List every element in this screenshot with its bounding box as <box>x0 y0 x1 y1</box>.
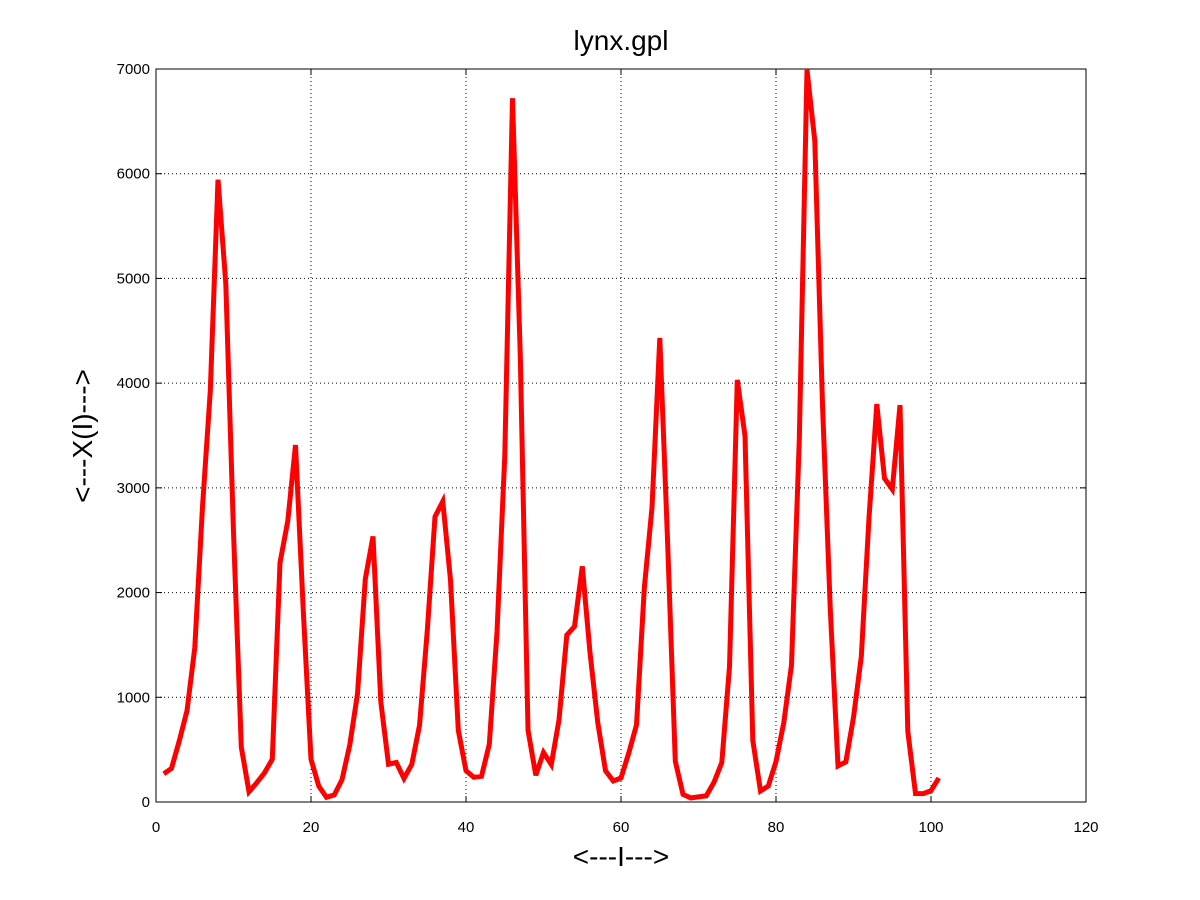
y-tick-label: 7000 <box>117 61 150 78</box>
x-tick-label: 80 <box>768 819 785 836</box>
y-tick-label: 2000 <box>117 585 150 602</box>
y-tick-label: 4000 <box>117 375 150 392</box>
x-tick-label: 40 <box>458 819 475 836</box>
x-tick-label: 0 <box>152 819 160 836</box>
tick-layer: 0 20 40 60 80 100 120 0 1000 2000 3000 4000 5000 6000… <box>117 61 1099 836</box>
y-tick-label: 6000 <box>117 166 150 183</box>
chart-title: lynx.gpl <box>574 25 669 56</box>
series-line <box>162 69 941 801</box>
y-tick-label: 3000 <box>117 480 150 497</box>
x-tick-label: 20 <box>303 819 320 836</box>
series-layer <box>162 69 941 801</box>
y-tick-label: 0 <box>142 794 150 811</box>
grid-layer <box>156 69 1086 802</box>
x-axis-label: <---I---> <box>573 841 669 872</box>
y-tick-label: 1000 <box>117 689 150 706</box>
x-tick-label: 100 <box>918 819 943 836</box>
x-tick-label: 60 <box>613 819 630 836</box>
y-axis-label: <---X(I)---> <box>67 369 98 503</box>
y-tick-label: 5000 <box>117 270 150 287</box>
x-tick-label: 120 <box>1073 819 1098 836</box>
